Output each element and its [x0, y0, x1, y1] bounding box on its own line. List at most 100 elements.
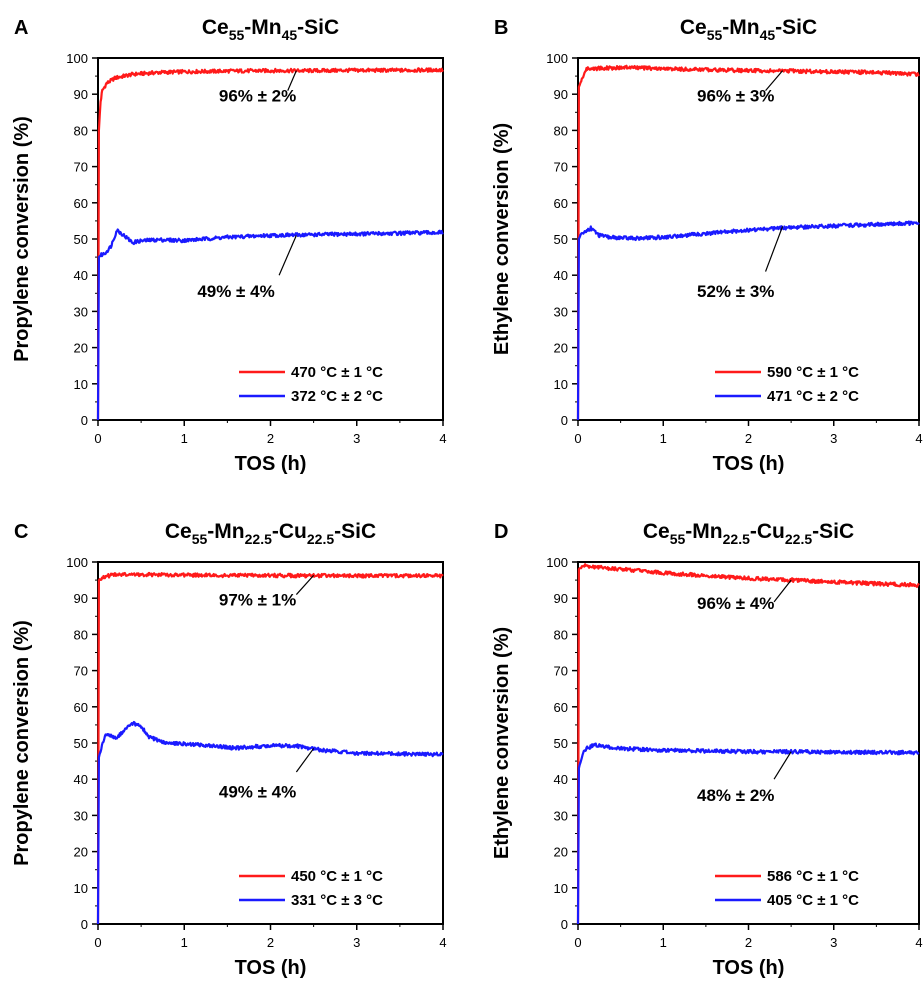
- y-tick-label: 20: [74, 341, 88, 356]
- series-line-red: [576, 563, 920, 925]
- panel-title-part: -Cu: [272, 520, 307, 543]
- y-tick-label: 50: [74, 736, 88, 751]
- y-tick-label: 40: [74, 268, 88, 283]
- y-tick-label: 50: [554, 232, 568, 247]
- y-tick-label: 40: [554, 772, 568, 787]
- panel-letter: D: [494, 521, 508, 543]
- y-tick-label: 100: [546, 51, 568, 66]
- y-axis-label: Ethylene conversion (%): [491, 123, 513, 355]
- panel-title: Ce55-Mn22.5-Cu22.5-SiC: [643, 520, 854, 547]
- panel-title-part: -Mn: [244, 16, 281, 39]
- x-axis-label: TOS (h): [235, 957, 307, 979]
- panel-letter: C: [14, 521, 28, 543]
- y-tick-label: 80: [554, 123, 568, 138]
- series-line-red: [576, 64, 920, 421]
- panel-title-part: Ce: [643, 520, 670, 543]
- panel-title-part: -SiC: [775, 16, 817, 39]
- y-tick-label: 70: [74, 160, 88, 175]
- x-tick-label: 3: [353, 431, 360, 446]
- panel-title: Ce55-Mn22.5-Cu22.5-SiC: [165, 520, 376, 547]
- x-tick-label: 2: [267, 431, 274, 446]
- panel-a: A Ce55-Mn45-SiC 0 10 20 30 40 50 60 70 80 90 100 0 1 2 3…: [11, 16, 447, 475]
- x-tick-label: 0: [94, 431, 101, 446]
- x-tick-label: 3: [830, 431, 837, 446]
- y-tick-label: 90: [554, 87, 568, 102]
- annotation-leader: [773, 579, 792, 603]
- y-tick-label: 0: [561, 917, 568, 932]
- panel-title-part: 22.5: [245, 531, 272, 547]
- y-tick-label: 10: [74, 881, 88, 896]
- y-tick-label: 100: [66, 555, 88, 570]
- legend-label: 450 °C ± 1 °C: [291, 868, 383, 885]
- y-tick-label: 30: [554, 808, 568, 823]
- y-tick-label: 10: [554, 881, 568, 896]
- panel-title-part: -SiC: [297, 16, 339, 39]
- y-tick-label: 40: [74, 772, 88, 787]
- y-tick-label: 0: [81, 413, 88, 428]
- y-tick-label: 80: [74, 123, 88, 138]
- annotation-label: 49% ± 4%: [219, 782, 296, 801]
- panel-letter: A: [14, 17, 28, 39]
- annotation-label: 52% ± 3%: [697, 282, 774, 301]
- y-tick-label: 0: [81, 917, 88, 932]
- x-tick-label: 4: [439, 935, 446, 950]
- x-tick-label: 3: [353, 935, 360, 950]
- x-tick-label: 0: [94, 935, 101, 950]
- y-tick-label: 70: [554, 160, 568, 175]
- y-tick-label: 30: [74, 808, 88, 823]
- legend-label: 586 °C ± 1 °C: [767, 868, 859, 885]
- series-line-red: [96, 571, 444, 925]
- y-axis-label: Propylene conversion (%): [11, 620, 33, 866]
- x-tick-label: 1: [181, 431, 188, 446]
- legend-label: 590 °C ± 1 °C: [767, 364, 859, 381]
- y-tick-label: 10: [554, 377, 568, 392]
- legend-label: 471 °C ± 2 °C: [767, 388, 859, 405]
- annotation-leader: [764, 226, 784, 272]
- annotation-label: 96% ± 4%: [697, 594, 774, 613]
- y-tick-label: 90: [74, 87, 88, 102]
- y-tick-label: 80: [554, 627, 568, 642]
- panel-title-part: -Mn: [722, 16, 759, 39]
- x-tick-label: 3: [830, 935, 837, 950]
- panel-title-part: Ce: [202, 16, 229, 39]
- y-tick-label: 20: [554, 845, 568, 860]
- panel-title-part: -Mn: [207, 520, 244, 543]
- panel-title-part: 45: [760, 27, 776, 43]
- panel-title-part: 55: [670, 531, 686, 547]
- legend-label: 331 °C ± 3 °C: [291, 892, 383, 909]
- annotation-label: 97% ± 1%: [219, 590, 296, 609]
- panel-letter: B: [494, 17, 508, 39]
- panel-c: C Ce55-Mn22.5-Cu22.5-SiC01020304050607080…: [11, 520, 447, 979]
- panel-title-part: 22.5: [723, 531, 750, 547]
- annotation-leader: [773, 751, 792, 780]
- legend-label: 405 °C ± 1 °C: [767, 892, 859, 909]
- x-tick-label: 1: [181, 935, 188, 950]
- y-tick-label: 100: [66, 51, 88, 66]
- series-line-blue: [576, 742, 920, 925]
- y-tick-label: 60: [554, 196, 568, 211]
- annotation-label: 48% ± 2%: [697, 786, 774, 805]
- panel-title-part: Ce: [165, 520, 192, 543]
- x-axis-label: TOS (h): [713, 453, 785, 475]
- annotation-leader: [278, 235, 297, 276]
- panel-b: B Ce55-Mn45-SiC 0 10 20 30 40 50 60 70 80 90 100 0 1 2 3…: [491, 16, 923, 475]
- annotation-leader: [295, 574, 315, 595]
- panel-title-part: 22.5: [785, 531, 812, 547]
- x-tick-label: 4: [439, 431, 446, 446]
- y-tick-label: 70: [74, 664, 88, 679]
- panel-d: D Ce55-Mn22.5-Cu22.5-SiC01020304050607080…: [491, 520, 923, 979]
- x-tick-label: 0: [574, 431, 581, 446]
- y-tick-label: 60: [554, 700, 568, 715]
- x-tick-label: 4: [915, 935, 922, 950]
- x-tick-label: 2: [745, 935, 752, 950]
- y-tick-label: 90: [74, 591, 88, 606]
- y-tick-label: 50: [554, 736, 568, 751]
- y-tick-label: 60: [74, 196, 88, 211]
- y-tick-label: 70: [554, 664, 568, 679]
- x-axis-label: TOS (h): [235, 453, 307, 475]
- y-tick-label: 90: [554, 591, 568, 606]
- plot-frame: [577, 561, 920, 925]
- annotation-leader: [765, 70, 784, 91]
- plot-frame: [97, 561, 444, 925]
- x-tick-label: 0: [574, 935, 581, 950]
